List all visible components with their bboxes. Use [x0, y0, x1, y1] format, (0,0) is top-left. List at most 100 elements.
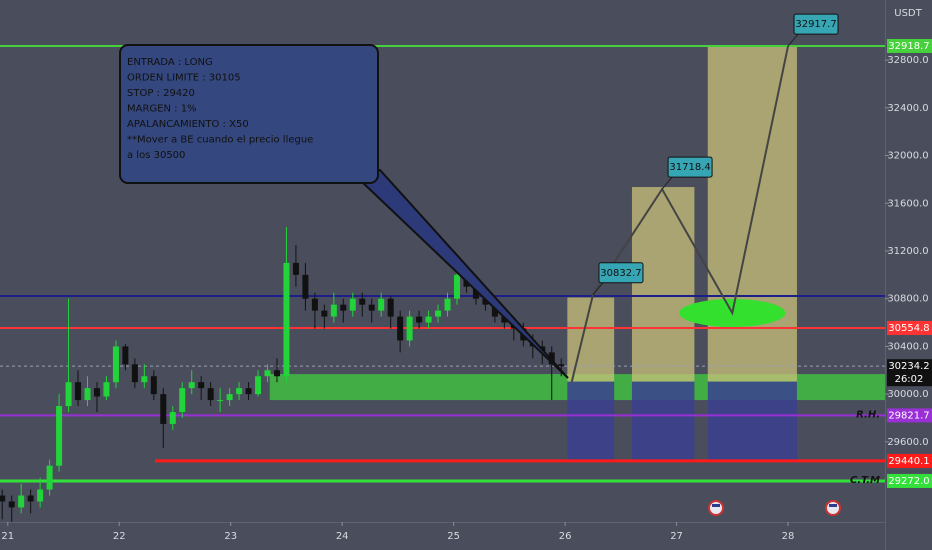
candle-body — [112, 346, 119, 383]
candle-body — [406, 316, 413, 341]
candle-body — [340, 304, 347, 311]
stop-box — [707, 381, 797, 461]
candle-body — [283, 262, 290, 377]
candle-body — [169, 412, 176, 424]
candle-body — [84, 388, 91, 401]
price-tag — [887, 38, 932, 53]
price-tag-label: 29440.1 — [888, 456, 929, 467]
y-tick-label: 30400.0 — [887, 341, 928, 352]
candle-body — [558, 364, 565, 367]
y-tick-label: 29600.0 — [887, 437, 928, 448]
candle-body — [179, 388, 186, 413]
y-axis-label: USDT — [894, 8, 922, 19]
candle-body — [37, 489, 44, 502]
candle-body — [491, 304, 498, 317]
x-tick-label: 22 — [113, 531, 126, 542]
candle-body — [0, 495, 6, 502]
countdown: 26:02 — [895, 374, 924, 385]
y-tick-label: 30800.0 — [887, 294, 928, 305]
x-tick-label: 27 — [670, 531, 683, 542]
y-tick-label: 32000.0 — [887, 151, 928, 162]
price-tag-label: 29272.0 — [888, 476, 929, 487]
candle-body — [311, 298, 318, 311]
candle-body — [65, 382, 72, 407]
candle-body — [444, 298, 451, 311]
candle-body — [8, 501, 15, 508]
candle-body — [18, 495, 25, 508]
event-icon — [708, 500, 724, 516]
candle-body — [188, 382, 195, 389]
candle-body — [56, 406, 63, 466]
callout-leader — [787, 33, 799, 47]
candle-body — [103, 382, 110, 397]
candle-body — [141, 376, 148, 383]
candle-body — [482, 298, 489, 305]
x-tick-label: 25 — [447, 531, 460, 542]
callout-label: 32917.7 — [795, 19, 836, 30]
x-tick-label: 28 — [782, 531, 795, 542]
candle-body — [273, 370, 280, 377]
y-tick-label: 32800.0 — [887, 55, 928, 66]
candle-body — [330, 304, 337, 317]
candle-body — [255, 376, 262, 395]
price-tag — [887, 453, 932, 468]
candle-body — [150, 376, 157, 395]
candle-body — [397, 316, 404, 341]
callout-label: 30832.7 — [600, 268, 641, 279]
price-tag — [887, 320, 932, 335]
candle-body — [27, 495, 34, 502]
candle-body — [131, 364, 138, 383]
candle-body — [75, 382, 82, 401]
callout-label: 31718.4 — [669, 162, 710, 173]
note-line: STOP : 29420 — [127, 88, 195, 99]
candle-body — [160, 394, 167, 424]
candle-body — [501, 316, 508, 323]
candle-body — [435, 310, 442, 317]
candle-body — [245, 388, 252, 395]
note-line: APALANCAMIENTO : X50 — [127, 119, 249, 130]
y-tick-label: 30000.0 — [887, 389, 928, 400]
candle-body — [207, 388, 214, 401]
candle-body — [46, 465, 53, 490]
y-tick-label: 31600.0 — [887, 198, 928, 209]
price-tag-label: 30554.8 — [888, 323, 929, 334]
candle-body — [321, 310, 328, 317]
note-line: a los 30500 — [127, 150, 185, 161]
event-icon-flag — [829, 504, 837, 507]
candle-body — [548, 352, 555, 365]
candle-body — [425, 316, 432, 323]
candle-body — [349, 298, 356, 311]
event-icon-flag — [712, 504, 720, 507]
price-tag-label: 30234.2 — [888, 361, 929, 372]
callout-box — [793, 13, 839, 35]
callout-leader — [661, 176, 673, 190]
y-tick-label: 31200.0 — [887, 246, 928, 257]
callout-leader — [592, 282, 604, 296]
candle-body — [264, 370, 271, 377]
target-box — [631, 187, 695, 382]
candle-body — [302, 274, 309, 299]
candle-body — [122, 346, 129, 365]
price-tag-label: 29821.7 — [888, 410, 929, 421]
candle-body — [292, 262, 299, 275]
candle-body — [416, 316, 423, 323]
event-icon — [825, 500, 841, 516]
price-tag — [887, 359, 932, 387]
stop-box — [631, 381, 695, 461]
price-tag-label: 32918.7 — [888, 41, 929, 52]
candle-body — [236, 388, 243, 395]
candle-body — [226, 394, 233, 401]
x-tick-label: 26 — [559, 531, 572, 542]
candle-body — [217, 400, 224, 402]
stop-box — [567, 381, 615, 461]
y-tick-label: 32400.0 — [887, 103, 928, 114]
candle-body — [378, 298, 385, 311]
x-tick-label: 21 — [1, 531, 14, 542]
callout-box — [667, 156, 713, 178]
candle-body — [93, 388, 100, 397]
level-tag: R.H. — [856, 409, 880, 420]
level-tag: C.T.M — [850, 475, 880, 486]
candle-body — [359, 298, 366, 305]
